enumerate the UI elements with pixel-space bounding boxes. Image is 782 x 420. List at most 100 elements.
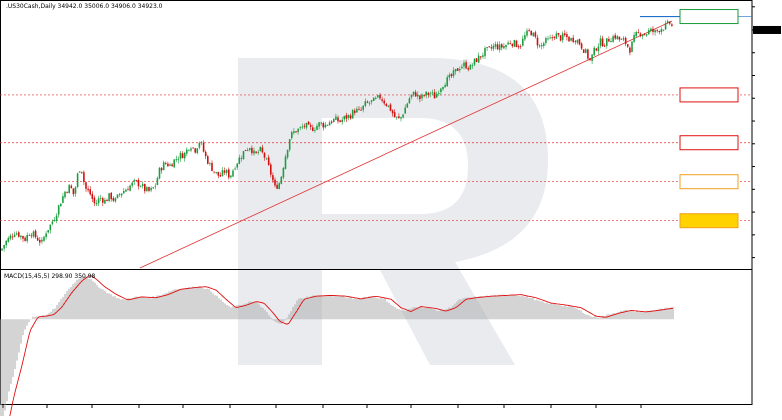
candle-bull (293, 131, 295, 133)
candle-bull (375, 97, 377, 99)
candle-bull (9, 235, 12, 239)
candle-bear (589, 58, 591, 61)
candle-bear (72, 188, 75, 195)
candle-bear (339, 120, 341, 122)
chart-axes (2, 6, 781, 408)
candle-bull (610, 41, 612, 43)
candle-bear (627, 44, 629, 47)
candle-bull (7, 238, 10, 242)
candle-bull (664, 23, 667, 30)
candle-bull (230, 175, 232, 178)
candle-bear (389, 104, 392, 111)
candle-bull (641, 34, 644, 37)
fibonacci-levels (0, 9, 752, 229)
candle-bear (349, 115, 352, 119)
candle-bull (41, 239, 43, 242)
candle-bear (637, 32, 640, 33)
candle-bear (603, 45, 606, 47)
candle-bear (534, 32, 537, 37)
candle-bull (463, 62, 465, 67)
candle-bear (312, 127, 314, 131)
candle-bear (423, 95, 425, 96)
candle-bear (433, 92, 436, 99)
chart-frame (0, 0, 753, 405)
candle-bull (335, 116, 337, 120)
candle-bull (284, 156, 287, 169)
candle-bull (633, 34, 635, 42)
candle-bull (461, 66, 463, 69)
candle-bear (112, 198, 115, 201)
candle-bull (522, 38, 524, 46)
candle-bull (540, 44, 543, 47)
candle-bear (345, 115, 348, 119)
candle-bear (509, 43, 511, 45)
candle-bull (526, 30, 528, 36)
candle-bull (133, 179, 136, 182)
candle-bull (188, 149, 190, 151)
candle-bear (578, 39, 581, 45)
candle-bull (183, 152, 186, 159)
candle-bear (22, 235, 24, 239)
candle-bull (494, 44, 497, 47)
candle-bear (18, 232, 20, 237)
candle-bull (26, 235, 28, 242)
candle-bear (614, 35, 616, 39)
candle-bull (177, 159, 180, 161)
candle-bear (379, 94, 381, 99)
candle-bear (261, 147, 264, 153)
candle-bear (624, 37, 627, 44)
candle-bull (377, 95, 379, 98)
candle-bear (595, 48, 598, 51)
candle-bull (650, 28, 652, 31)
candle-bull (446, 77, 448, 87)
candle-bear (276, 184, 278, 189)
candle-bear (551, 37, 553, 39)
candle-bear (207, 156, 209, 164)
candle-bull (616, 36, 619, 39)
fib-level-box (679, 87, 739, 103)
candle-bear (511, 43, 514, 47)
candle-bull (68, 184, 70, 194)
candle-bear (272, 175, 274, 181)
candle-bull (3, 245, 5, 249)
fib-level-box (679, 9, 739, 25)
chart-title-info: .US30Cash,Daily 34942.0 35006.0 34906.0 … (6, 3, 163, 10)
candle-bear (89, 189, 91, 195)
candle-bear (255, 151, 257, 153)
candle-bull (173, 159, 175, 168)
candle-bear (568, 36, 570, 42)
candle-bear (270, 164, 272, 175)
candle-bull (402, 114, 404, 118)
candle-bear (171, 164, 173, 167)
candle-bear (165, 163, 167, 165)
candle-bull (324, 124, 327, 128)
candle-bull (547, 38, 549, 40)
candle-bull (351, 110, 354, 119)
candle-bear (85, 182, 87, 189)
candlestick-series (1, 19, 673, 252)
candle-bull (154, 185, 157, 187)
fib-level-box (679, 174, 739, 190)
candle-bull (53, 219, 56, 221)
candle-bear (658, 31, 661, 33)
candle-bull (364, 101, 367, 106)
candle-bear (211, 163, 213, 172)
candle-bull (179, 152, 182, 159)
candle-bull (305, 122, 308, 128)
candle-bull (473, 58, 476, 65)
candle-bear (572, 37, 574, 42)
candle-bear (669, 21, 671, 24)
candle-bull (498, 44, 501, 50)
candle-bear (536, 37, 539, 46)
candle-bull (45, 233, 47, 238)
candle-bear (309, 125, 312, 127)
candle-bull (654, 30, 656, 33)
candle-bear (398, 116, 400, 118)
candle-bull (32, 231, 35, 237)
candle-bull (421, 94, 423, 99)
candle-bear (528, 29, 530, 31)
candle-bull (209, 162, 211, 164)
candle-bear (66, 192, 68, 193)
